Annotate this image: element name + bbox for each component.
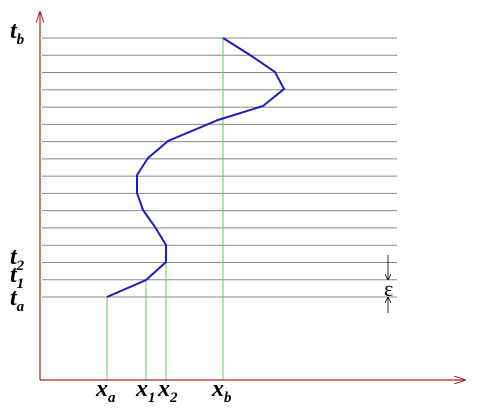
axis-label: x1 xyxy=(135,376,156,406)
label-main: t xyxy=(10,262,18,288)
axis-label: xb xyxy=(211,376,232,406)
label-sub: 1 xyxy=(148,390,156,406)
label-sub: 2 xyxy=(16,258,25,274)
axis-label: tb xyxy=(10,18,25,48)
path xyxy=(106,37,286,298)
label-sub: a xyxy=(108,390,116,406)
label-main: x xyxy=(135,376,148,402)
axis-label: x2 xyxy=(157,376,178,406)
label-main: t xyxy=(10,285,18,311)
label-main: t xyxy=(10,244,18,270)
label-main: x xyxy=(211,376,224,402)
label-sub: a xyxy=(17,299,25,315)
label-main: x xyxy=(95,376,108,402)
label-sub: 1 xyxy=(17,276,25,292)
label-sub: b xyxy=(224,390,232,406)
time-slices xyxy=(42,37,397,298)
label-sub: b xyxy=(17,32,25,48)
axis-label: ta xyxy=(10,285,25,315)
epsilon-label: ε xyxy=(384,276,393,301)
label-sub: 2 xyxy=(169,390,178,406)
label-main: t xyxy=(10,18,18,44)
axis-label: t1 xyxy=(10,262,24,292)
axis-label: t2 xyxy=(10,244,25,274)
label-main: x xyxy=(157,376,170,402)
axis-label: xa xyxy=(95,376,116,406)
